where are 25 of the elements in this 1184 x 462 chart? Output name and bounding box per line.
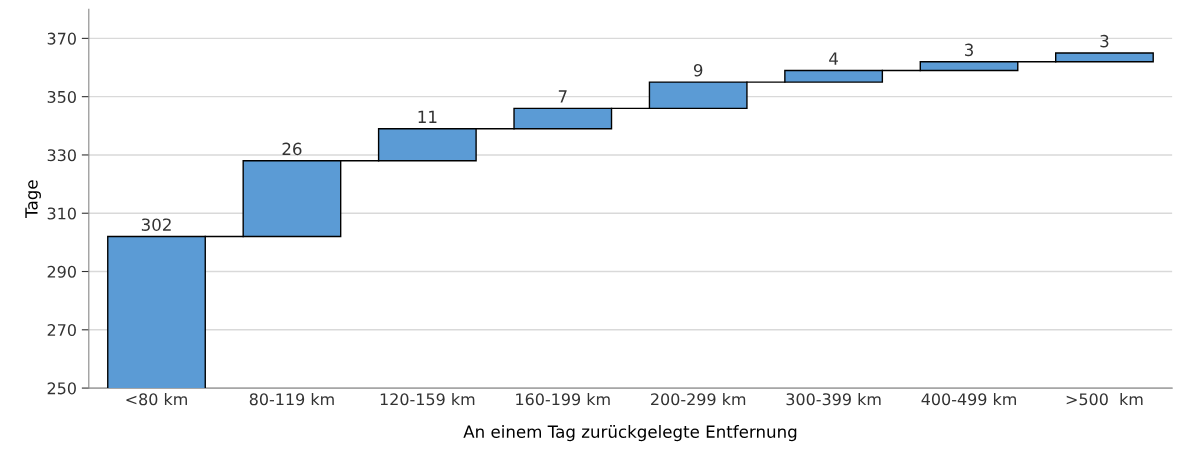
data-label: 4: [829, 52, 838, 65]
y-tick-label: 370: [47, 32, 76, 45]
data-label: 7: [558, 90, 567, 103]
y-tick-label: 250: [47, 382, 76, 395]
x-tick-label: 300-399 km: [786, 392, 881, 406]
data-label: 26: [282, 142, 302, 156]
data-label: 9: [693, 63, 703, 77]
x-tick-label: 200-299 km: [651, 392, 746, 406]
y-tick-label: 330: [47, 149, 76, 162]
x-axis-title: An einem Tag zurückgelegte Entfernung: [463, 425, 797, 442]
x-tick-label: <80 km: [126, 392, 187, 406]
x-tick-label: 160-199 km: [516, 392, 610, 406]
data-label: 3: [965, 43, 973, 57]
y-tick-label: 310: [47, 207, 76, 220]
x-tick-label: 80-119 km: [249, 392, 334, 406]
data-label: 11: [418, 110, 437, 123]
y-tick-label: 350: [47, 90, 76, 103]
y-tick-label: 270: [47, 324, 76, 337]
x-tick-label: 120-159 km: [380, 392, 475, 406]
y-tick-label: 290: [47, 265, 76, 278]
x-tick-label: >500 km: [1066, 392, 1143, 406]
data-label: 3: [1100, 34, 1109, 48]
x-tick-label: 400-499 km: [921, 392, 1016, 406]
data-label: 302: [141, 218, 171, 231]
y-axis-title: Tage: [25, 180, 41, 218]
